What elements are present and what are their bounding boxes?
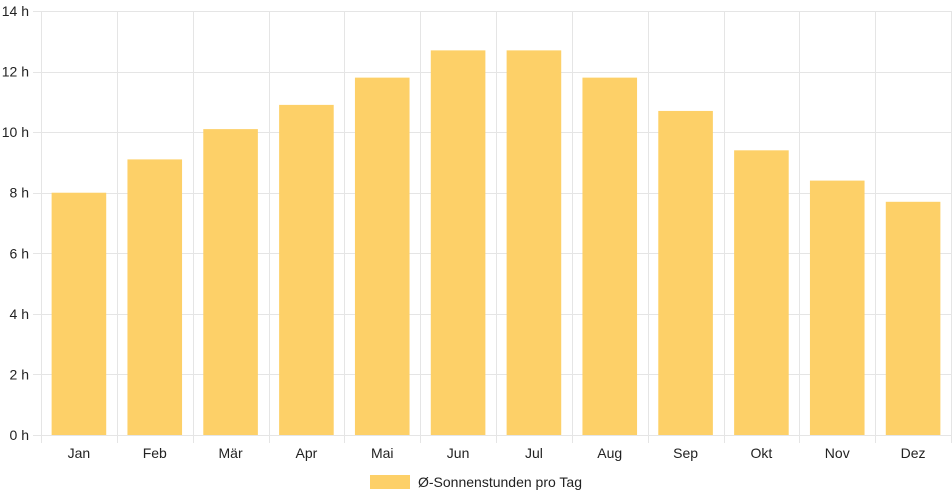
legend-swatch xyxy=(370,475,410,489)
bar-nov[interactable] xyxy=(809,180,865,435)
bar-jul[interactable] xyxy=(506,50,562,435)
x-tick-label: Nov xyxy=(825,445,850,461)
bar-okt[interactable] xyxy=(734,150,789,436)
bar-jan[interactable] xyxy=(51,192,107,435)
x-tick-label: Apr xyxy=(296,445,318,461)
y-tick-label: 14 h xyxy=(2,3,29,19)
y-tick-label: 12 h xyxy=(2,64,29,80)
bar-apr[interactable] xyxy=(279,104,334,435)
y-tick-label: 4 h xyxy=(10,306,29,322)
grid-lines xyxy=(41,11,952,443)
x-tick-label: Okt xyxy=(751,445,773,461)
y-tick-label: 8 h xyxy=(10,185,29,201)
x-tick-label: Aug xyxy=(597,445,622,461)
x-tick-label: Jan xyxy=(68,445,91,461)
bars xyxy=(51,50,941,436)
y-tick-label: 6 h xyxy=(10,245,29,261)
legend-label: Ø-Sonnenstunden pro Tag xyxy=(418,474,582,490)
y-axis-ticks: 0 h 2 h 4 h 6 h 8 h 10 h 12 h 14 h xyxy=(2,3,41,443)
bar-sep[interactable] xyxy=(658,110,713,435)
bar-dez[interactable] xyxy=(885,201,941,435)
bar-aug[interactable] xyxy=(582,77,638,435)
x-tick-label: Jul xyxy=(525,445,543,461)
x-tick-label: Mai xyxy=(371,445,394,461)
x-tick-label: Jun xyxy=(447,445,470,461)
y-tick-label: 0 h xyxy=(10,427,29,443)
bar-mai[interactable] xyxy=(354,77,410,435)
x-axis-ticks: Jan Feb Mär Apr Mai Jun Jul Aug Sep Okt Nov Dez xyxy=(68,445,926,461)
x-tick-label: Mär xyxy=(219,445,243,461)
bar-mär[interactable] xyxy=(203,129,258,435)
bar-feb[interactable] xyxy=(127,159,183,435)
x-tick-label: Sep xyxy=(673,445,698,461)
x-tick-label: Dez xyxy=(901,445,926,461)
y-tick-label: 2 h xyxy=(10,366,29,382)
y-tick-label: 10 h xyxy=(2,124,29,140)
bar-jun[interactable] xyxy=(430,50,486,435)
x-tick-label: Feb xyxy=(143,445,167,461)
legend[interactable]: Ø-Sonnenstunden pro Tag xyxy=(370,471,582,493)
